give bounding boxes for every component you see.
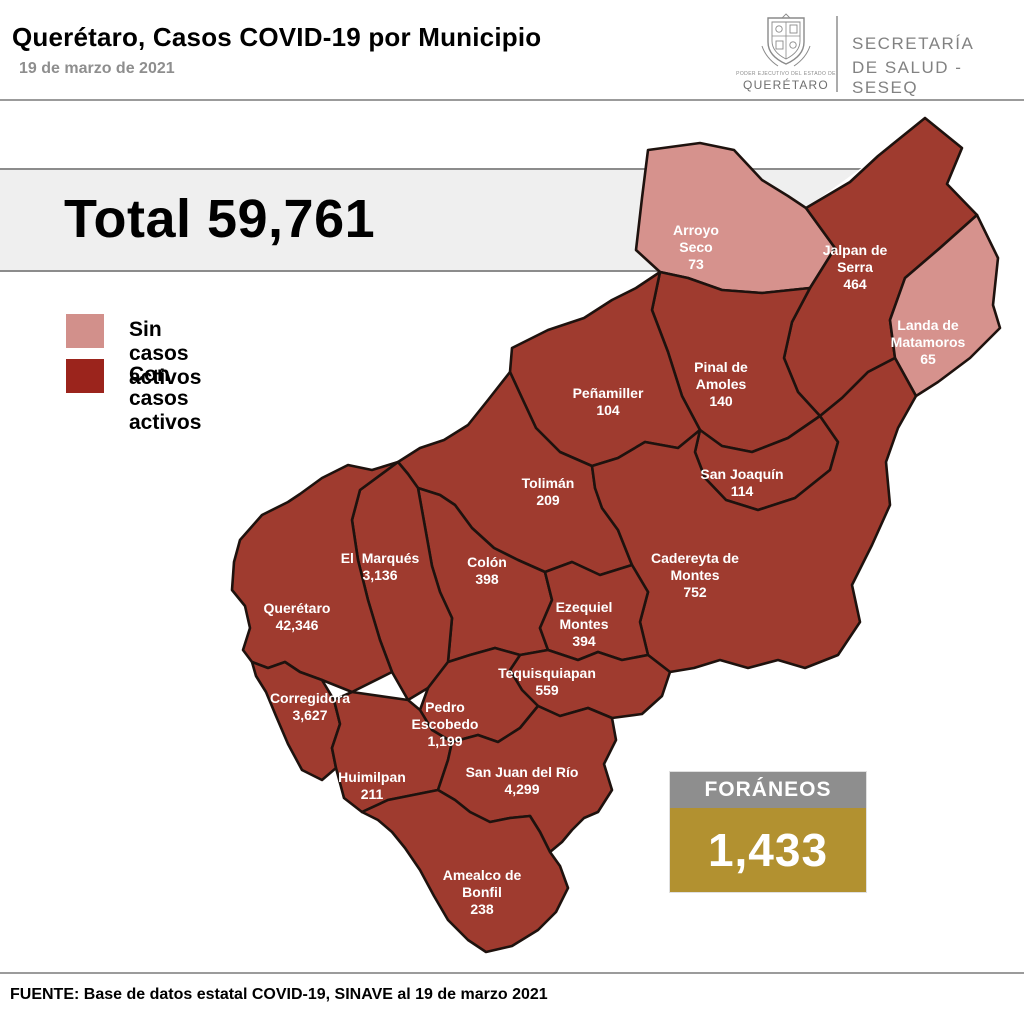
municipality-label-san-juan-del-rio: San Juan del Río 4,299 [466,764,579,797]
foraneos-title: FORÁNEOS [670,772,866,808]
municipality-label-el-marques: El Marqués 3,136 [341,550,420,583]
municipality-label-landa-de-matamoros: Landa de Matamoros 65 [891,317,966,367]
municipality-label-cadereyta-de-montes: Cadereyta de Montes 752 [651,550,739,600]
municipality-queretaro[interactable] [230,460,400,694]
header-divider [0,99,1024,101]
municipality-label-huimilpan: Huimilpan 211 [338,769,406,802]
foraneos-box: FORÁNEOS 1,433 [670,772,866,892]
logo-subtitle: QUERÉTARO [743,78,829,92]
secretary-line-1: SECRETARÍA [852,34,975,53]
municipality-amealco-de-bonfil[interactable] [360,788,570,954]
municipality-label-toliman: Tolimán 209 [522,475,575,508]
municipality-label-jalpan-de-serra: Jalpan de Serra 464 [823,242,888,292]
legend-swatch-no-active [66,314,104,348]
municipality-label-tequisquiapan: Tequisquiapan 559 [498,665,596,698]
page-date: 19 de marzo de 2021 [19,60,175,77]
secretary-line-2: DE SALUD - SESEQ [852,58,963,97]
municipality-landa-de-matamoros[interactable] [888,213,1002,398]
municipality-label-ezequiel-montes: Ezequiel Montes 394 [556,599,613,649]
footer-source: FUENTE: Base de datos estatal COVID-19, … [10,986,548,1003]
logo-subtitle-small: PODER EJECUTIVO DEL ESTADO DE [736,71,836,77]
municipality-label-colon: Colón 398 [467,554,507,587]
logo-divider [836,16,838,92]
footer-divider [0,972,1024,974]
seseq-logo-block: PODER EJECUTIVO DEL ESTADO DE QUERÉTARO … [736,8,1024,98]
municipality-label-pedro-escobedo: Pedro Escobedo 1,199 [412,699,479,749]
municipality-label-queretaro: Querétaro 42,346 [264,600,331,633]
foraneos-value: 1,433 [670,808,866,892]
queretaro-coat-of-arms-icon [761,13,811,67]
total-cases-text: Total 59,761 [64,189,376,249]
legend-swatch-active [66,359,104,393]
municipality-arroyo-seco[interactable] [634,141,837,295]
legend-label-no-active: Sin casos activos [129,318,202,389]
municipality-label-corregidora: Corregidora 3,627 [270,690,350,723]
legend-label-active: Con casos activos [129,363,202,434]
municipality-label-pinal-de-amoles: Pinal de Amoles 140 [694,359,748,409]
municipality-label-amealco-de-bonfil: Amealco de Bonfil 238 [443,867,522,917]
municipality-label-penamiller: Peñamiller 104 [573,385,644,418]
municipality-label-arroyo-seco: Arroyo Seco 73 [673,222,719,272]
municipality-label-san-joaquin: San Joaquín 114 [700,466,783,499]
page-title: Querétaro, Casos COVID-19 por Municipio [12,22,542,52]
